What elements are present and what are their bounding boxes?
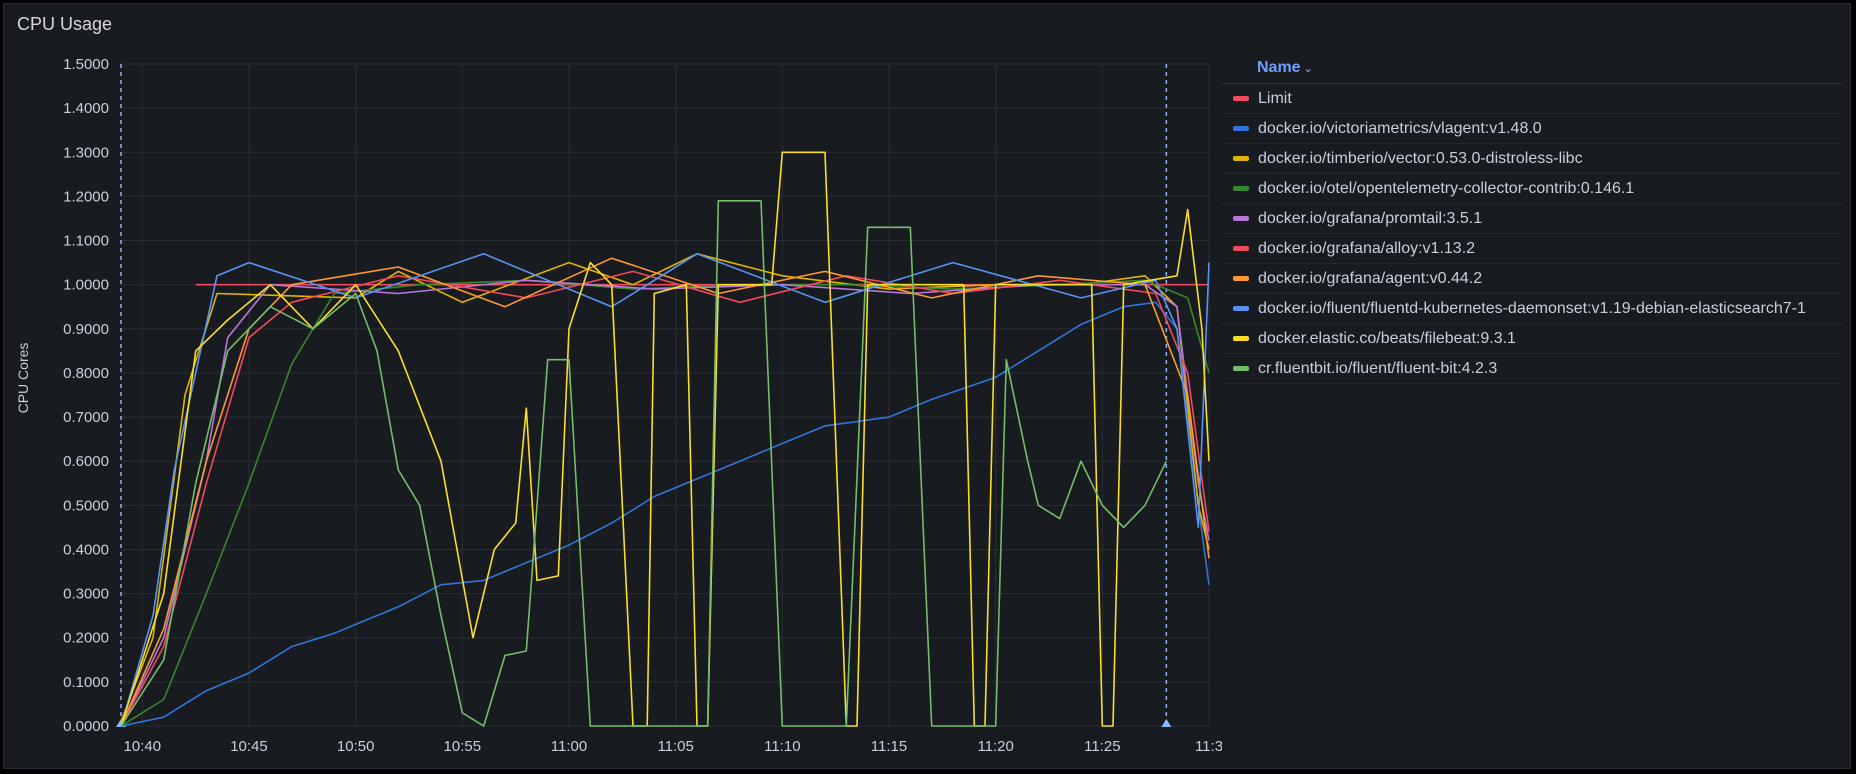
grid-lines (121, 63, 1210, 727)
series-line[interactable] (120, 279, 1210, 727)
series-line[interactable] (120, 270, 1210, 727)
y-tick-label: 0.8000 (63, 365, 109, 382)
series-line[interactable] (120, 151, 1210, 727)
y-tick-label: 1.2000 (63, 188, 109, 205)
x-axis-ticks: 10:40 10:45 10:50 10:55 11:00 11:05 11:10 11:15… (124, 738, 1222, 755)
x-tick-label: 10:45 (230, 738, 268, 755)
legend-swatch (1233, 186, 1249, 191)
x-tick-label: 11:25 (1084, 738, 1120, 755)
legend-swatch (1233, 306, 1249, 311)
series-line[interactable] (120, 253, 1210, 727)
y-tick-label: 0.5000 (63, 497, 109, 514)
cpu-usage-chart[interactable]: 0.0000 0.1000 0.2000 0.3000 0.4000 0.5000 0.60… (0, 0, 1222, 774)
series-line[interactable] (120, 301, 1210, 727)
legend-swatch (1233, 336, 1249, 341)
x-tick-label: 10:50 (337, 738, 375, 755)
legend-swatch (1233, 246, 1249, 251)
legend-item-label: docker.io/grafana/agent:v0.44.2 (1258, 270, 1483, 287)
legend-item[interactable]: docker.io/grafana/promtail:3.5.1 (1222, 204, 1842, 234)
y-tick-label: 1.1000 (63, 233, 109, 250)
y-axis-ticks: 0.0000 0.1000 0.2000 0.3000 0.4000 0.5000 0.60… (63, 56, 109, 735)
x-tick-label: 11:20 (977, 738, 1013, 755)
y-tick-label: 0.0000 (63, 718, 109, 735)
x-tick-label: 11:10 (764, 738, 800, 755)
y-tick-label: 0.3000 (63, 586, 109, 603)
legend-item[interactable]: docker.io/grafana/agent:v0.44.2 (1222, 264, 1842, 294)
legend-swatch (1233, 156, 1249, 161)
legend-swatch (1233, 216, 1249, 221)
legend-item-label: docker.elastic.co/beats/filebeat:9.3.1 (1258, 330, 1516, 347)
y-tick-label: 1.3000 (63, 144, 109, 161)
legend-item-label: docker.io/grafana/promtail:3.5.1 (1258, 210, 1483, 227)
x-tick-label: 11:15 (871, 738, 907, 755)
x-tick-label: 10:40 (124, 738, 162, 755)
legend-header[interactable]: Name ⌄ (1222, 52, 1842, 84)
series-line[interactable] (120, 257, 1210, 727)
y-tick-label: 1.4000 (63, 100, 109, 117)
legend-header-label: Name (1257, 59, 1301, 76)
y-tick-label: 0.7000 (63, 409, 109, 426)
y-tick-label: 0.1000 (63, 674, 109, 691)
legend-item-label: docker.io/timberio/vector:0.53.0-distrol… (1258, 150, 1583, 167)
legend-item[interactable]: docker.io/otel/opentelemetry-collector-c… (1222, 174, 1842, 204)
legend-swatch (1233, 126, 1249, 131)
legend-item-label: docker.io/grafana/alloy:v1.13.2 (1258, 240, 1476, 257)
x-tick-label: 11:3 (1195, 738, 1222, 755)
legend-item[interactable]: docker.io/victoriametrics/vlagent:v1.48.… (1222, 114, 1842, 144)
legend-item[interactable]: cr.fluentbit.io/fluent/fluent-bit:4.2.3 (1222, 354, 1842, 384)
legend-item[interactable]: Limit (1222, 84, 1842, 114)
legend-swatch (1233, 96, 1249, 101)
y-tick-label: 0.6000 (63, 453, 109, 470)
legend-item-label: docker.io/fluent/fluentd-kubernetes-daem… (1258, 300, 1806, 317)
legend-rows: Limit docker.io/victoriametrics/vlagent:v… (1222, 84, 1842, 384)
panel-title: CPU Usage (17, 14, 113, 34)
legend-item[interactable]: docker.elastic.co/beats/filebeat:9.3.1 (1222, 324, 1842, 354)
y-tick-label: 1.0000 (63, 277, 109, 294)
legend-item[interactable]: docker.io/timberio/vector:0.53.0-distrol… (1222, 144, 1842, 174)
annotation-marker[interactable] (1161, 719, 1172, 727)
legend-item-label: docker.io/victoriametrics/vlagent:v1.48.… (1258, 120, 1542, 137)
y-tick-label: 0.9000 (63, 321, 109, 338)
x-tick-label: 11:05 (657, 738, 693, 755)
legend-item[interactable]: docker.io/fluent/fluentd-kubernetes-daem… (1222, 294, 1842, 324)
legend-item-label: Limit (1258, 90, 1292, 107)
legend-item-label: docker.io/otel/opentelemetry-collector-c… (1258, 180, 1635, 197)
legend: Name ⌄ Limit docker.io/victoriametrics/vla… (1222, 52, 1842, 384)
chevron-down-icon: ⌄ (1303, 63, 1313, 75)
series-lines[interactable] (120, 151, 1210, 727)
x-tick-label: 10:55 (444, 738, 482, 755)
y-axis-label: CPU Cores (15, 343, 31, 414)
y-tick-label: 1.5000 (63, 56, 109, 73)
y-tick-label: 0.2000 (63, 630, 109, 647)
legend-swatch (1233, 276, 1249, 281)
legend-swatch (1233, 366, 1249, 371)
series-line[interactable] (120, 200, 1168, 727)
y-tick-label: 0.4000 (63, 541, 109, 558)
legend-item-label: cr.fluentbit.io/fluent/fluent-bit:4.2.3 (1258, 360, 1498, 377)
x-tick-label: 11:00 (551, 738, 587, 755)
legend-item[interactable]: docker.io/grafana/alloy:v1.13.2 (1222, 234, 1842, 264)
